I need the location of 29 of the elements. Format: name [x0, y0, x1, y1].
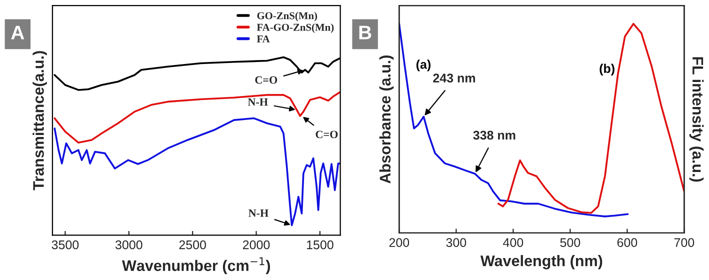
- x-tick-label: 300: [446, 238, 466, 248]
- legend-label: FA-GO-ZnS(Mn): [256, 24, 334, 33]
- series-label: (b): [600, 64, 614, 76]
- annotation: C=O: [316, 130, 338, 138]
- x-tick-label: 3000: [115, 240, 142, 250]
- x-tick-label: 200: [389, 238, 410, 248]
- y-axis-title: Transmittance(a.u.): [32, 51, 47, 190]
- series-label: (a): [416, 60, 430, 72]
- x-tick-label: 600: [617, 238, 638, 248]
- x-axis-title: Wavelength (nm): [480, 255, 602, 270]
- x-tick-label: 400: [503, 238, 524, 248]
- x-tick-label: 1500: [306, 240, 334, 250]
- legend-label: GO-ZnS(Mn): [257, 12, 318, 22]
- x-tick-label: 3500: [52, 240, 79, 250]
- annotation: C=O: [255, 76, 278, 84]
- annotation: N-H: [248, 210, 268, 217]
- annotation: N-H: [248, 98, 268, 106]
- chart-title: A: [11, 26, 24, 40]
- x-axis-title: Wavenumber (cm$^{−1}$): [122, 257, 270, 274]
- annotation: 243 nm: [433, 74, 475, 83]
- annotation: 338 nm: [473, 130, 516, 140]
- x-tick-label: 500: [560, 238, 580, 248]
- y2-axis-title: FL intensity (a.u.): [689, 57, 704, 182]
- chart-title: B: [359, 26, 372, 40]
- y-axis-title: Absorbance (a.u.): [379, 56, 394, 184]
- x-tick-label: 2000: [242, 240, 270, 250]
- legend-label: FA: [256, 35, 270, 42]
- x-tick-label: 700: [674, 238, 694, 248]
- x-tick-label: 2500: [179, 240, 206, 250]
